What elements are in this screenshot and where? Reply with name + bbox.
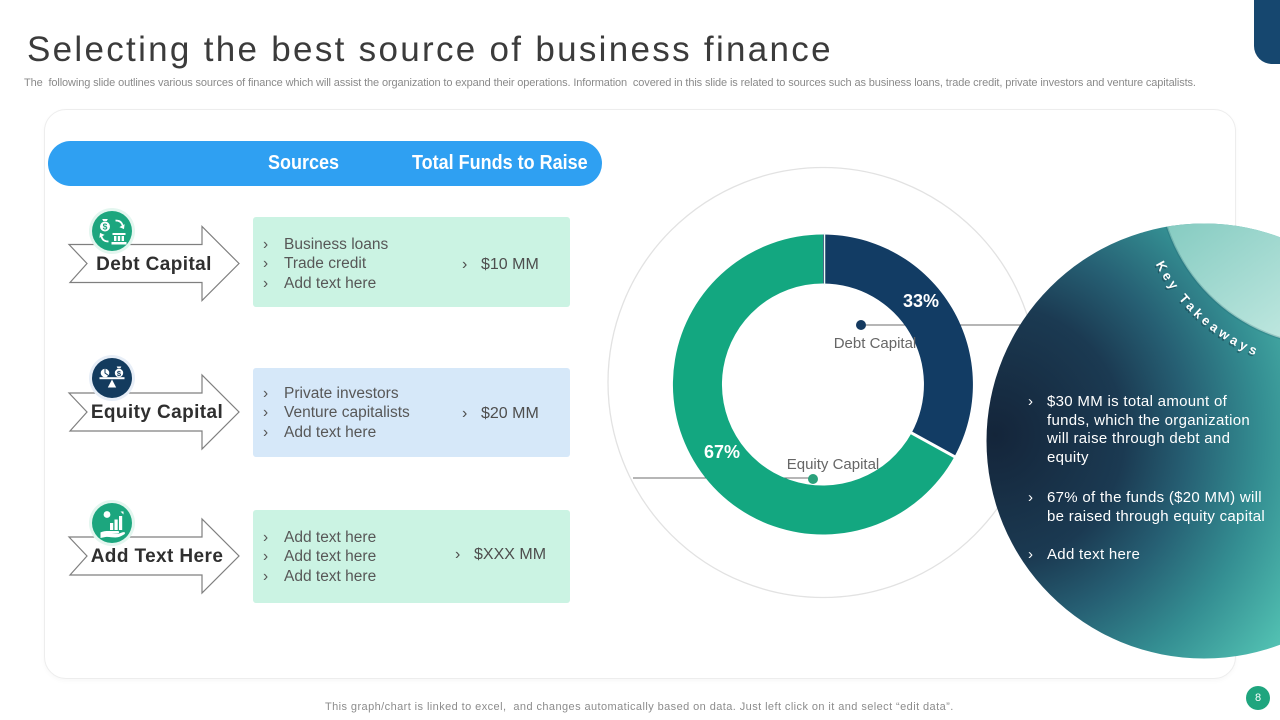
svg-text:$: $ bbox=[117, 369, 122, 378]
svg-text:$: $ bbox=[103, 222, 108, 232]
